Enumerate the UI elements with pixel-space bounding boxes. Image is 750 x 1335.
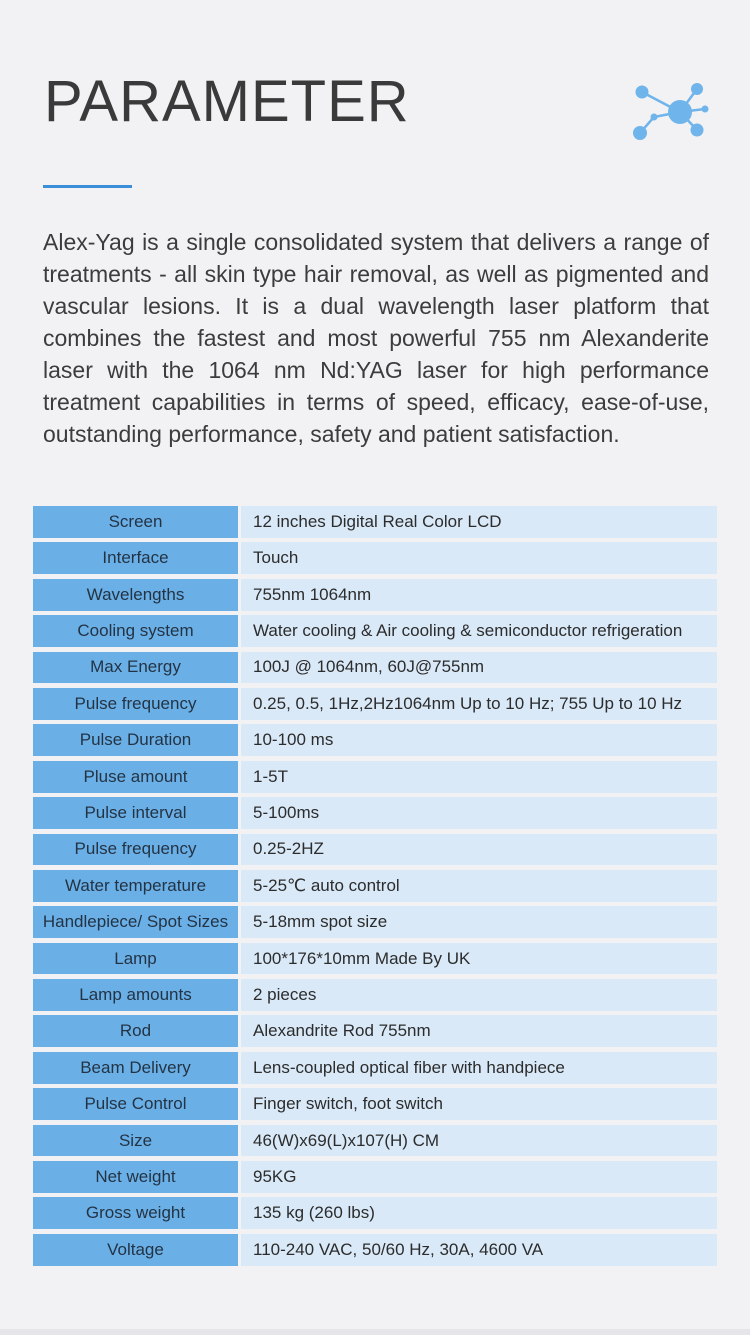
- table-row: Lamp 100*176*10mm Made By UK: [33, 942, 717, 975]
- table-row: Pulse Duration 10-100 ms: [33, 724, 717, 757]
- spec-value: Lens-coupled optical fiber with handpiec…: [241, 1051, 717, 1084]
- spec-value: 110-240 VAC, 50/60 Hz, 30A, 4600 VA: [241, 1233, 717, 1266]
- table-row: Handlepiece/ Spot Sizes 5-18mm spot size: [33, 906, 717, 939]
- bottom-strip: [0, 1329, 750, 1335]
- table-row: Pluse amount 1-5T: [33, 760, 717, 793]
- table-row: Size 46(W)x69(L)x107(H) CM: [33, 1124, 717, 1157]
- spec-value: 100*176*10mm Made By UK: [241, 942, 717, 975]
- spec-value: Water cooling & Air cooling & semiconduc…: [241, 615, 717, 647]
- spec-label: Max Energy: [33, 651, 238, 684]
- spec-value: 5-100ms: [241, 797, 717, 829]
- title-underline: [43, 185, 132, 188]
- spec-value: 95KG: [241, 1161, 717, 1193]
- spec-label: Interface: [33, 542, 238, 575]
- spec-value: 0.25-2HZ: [241, 833, 717, 866]
- spec-label: Pulse frequency: [33, 687, 238, 720]
- spec-label: Net weight: [33, 1161, 238, 1193]
- table-row: Pulse interval 5-100ms: [33, 797, 717, 829]
- spec-value: Touch: [241, 542, 717, 575]
- spec-label: Voltage: [33, 1233, 238, 1266]
- spec-label: Lamp amounts: [33, 979, 238, 1011]
- table-row: Max Energy 100J @ 1064nm, 60J@755nm: [33, 651, 717, 684]
- spec-label: Pluse amount: [33, 760, 238, 793]
- spec-value: 135 kg (260 lbs): [241, 1197, 717, 1230]
- spec-value: 12 inches Digital Real Color LCD: [241, 506, 717, 538]
- spec-value: 10-100 ms: [241, 724, 717, 757]
- spec-value: 100J @ 1064nm, 60J@755nm: [241, 651, 717, 684]
- table-row: Pulse frequency 0.25, 0.5, 1Hz,2Hz1064nm …: [33, 687, 717, 720]
- spec-label: Lamp: [33, 942, 238, 975]
- spec-value: 5-18mm spot size: [241, 906, 717, 939]
- network-icon: [633, 83, 709, 140]
- spec-value: 2 pieces: [241, 979, 717, 1011]
- table-row: Beam Delivery Lens-coupled optical fiber …: [33, 1051, 717, 1084]
- spec-label: Handlepiece/ Spot Sizes: [33, 906, 238, 939]
- spec-label: Screen: [33, 506, 238, 538]
- table-row: Net weight 95KG: [33, 1161, 717, 1193]
- spec-label: Cooling system: [33, 615, 238, 647]
- spec-value: 755nm 1064nm: [241, 578, 717, 611]
- spec-label: Pulse Control: [33, 1088, 238, 1121]
- table-row: Rod Alexandrite Rod 755nm: [33, 1015, 717, 1048]
- table-row: Pulse frequency 0.25-2HZ: [33, 833, 717, 866]
- spec-value: 5-25℃ auto control: [241, 869, 717, 902]
- spec-label: Rod: [33, 1015, 238, 1048]
- table-row: Water temperature 5-25℃ auto control: [33, 869, 717, 902]
- spec-label: Beam Delivery: [33, 1051, 238, 1084]
- spec-value: Finger switch, foot switch: [241, 1088, 717, 1121]
- spec-table: Screen 12 inches Digital Real Color LCD In…: [33, 506, 717, 1270]
- page-title: PARAMETER: [44, 69, 410, 134]
- spec-value: 46(W)x69(L)x107(H) CM: [241, 1124, 717, 1157]
- spec-label: Wavelengths: [33, 578, 238, 611]
- spec-value: 0.25, 0.5, 1Hz,2Hz1064nm Up to 10 Hz; 75…: [241, 687, 717, 720]
- spec-value: 1-5T: [241, 760, 717, 793]
- table-row: Voltage 110-240 VAC, 50/60 Hz, 30A, 4600 …: [33, 1233, 717, 1266]
- spec-label: Pulse Duration: [33, 724, 238, 757]
- table-row: Gross weight 135 kg (260 lbs): [33, 1197, 717, 1230]
- spec-label: Water temperature: [33, 869, 238, 902]
- table-row: Screen 12 inches Digital Real Color LCD: [33, 506, 717, 538]
- spec-label: Pulse interval: [33, 797, 238, 829]
- spec-label: Gross weight: [33, 1197, 238, 1230]
- spec-value: Alexandrite Rod 755nm: [241, 1015, 717, 1048]
- table-row: Pulse Control Finger switch, foot switch: [33, 1088, 717, 1121]
- table-row: Cooling system Water cooling & Air coolin…: [33, 615, 717, 647]
- table-row: Interface Touch: [33, 542, 717, 575]
- table-row: Lamp amounts 2 pieces: [33, 979, 717, 1011]
- spec-label: Pulse frequency: [33, 833, 238, 866]
- table-row: Wavelengths 755nm 1064nm: [33, 578, 717, 611]
- spec-label: Size: [33, 1124, 238, 1157]
- intro-paragraph: Alex-Yag is a single consolidated system…: [43, 229, 709, 447]
